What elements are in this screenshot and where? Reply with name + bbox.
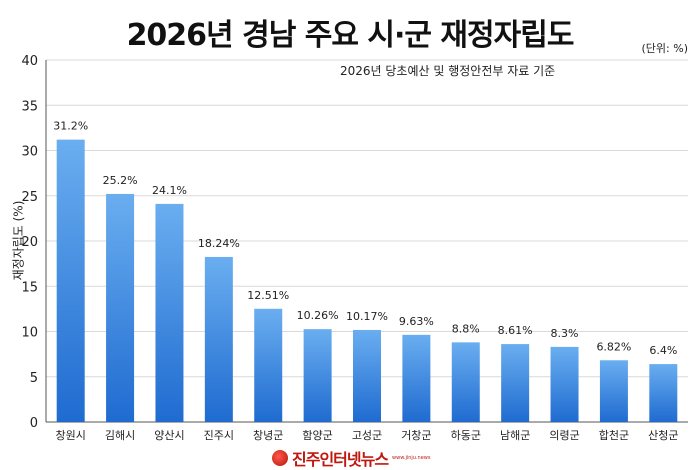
- y-tick-label: 15: [21, 280, 38, 295]
- logo-globe-icon: [272, 450, 288, 466]
- x-tick-label: 양산시: [154, 429, 184, 442]
- grid-lines: [46, 59, 688, 378]
- x-tick-label: 창녕군: [253, 429, 283, 442]
- y-tick-label: 40: [21, 54, 38, 69]
- bar: [599, 360, 628, 422]
- logo-text: 진주인터넷뉴스: [292, 450, 389, 469]
- x-tick-label: 함양군: [302, 429, 332, 442]
- data-label: 6.4%: [649, 344, 677, 357]
- data-label: 8.3%: [551, 327, 579, 340]
- data-label: 10.17%: [346, 310, 388, 323]
- publisher-logo: 진주인터넷뉴스 www.jinju.news: [272, 448, 442, 469]
- bar: [106, 193, 135, 422]
- chart-subtitle: 2026년 당초예산 및 행정안전부 자료 기준: [340, 64, 556, 78]
- data-label: 31.2%: [53, 120, 88, 133]
- x-tick-label: 진주시: [204, 429, 234, 442]
- bar: [402, 334, 431, 422]
- bar: [550, 346, 579, 422]
- x-tick-label: 남해군: [500, 428, 530, 442]
- bar: [501, 344, 530, 422]
- bars: [56, 139, 678, 422]
- x-tick-label: 의령군: [549, 429, 579, 442]
- bar: [155, 203, 184, 422]
- data-labels: 31.2% 25.2% 24.1% 18.24% 12.51% 10.26% 10.17% 9…: [53, 120, 677, 357]
- y-tick-label: 25: [21, 190, 38, 205]
- logo-url: www.jinju.news: [392, 455, 431, 461]
- y-tick-label: 0: [30, 416, 38, 431]
- data-label: 24.1%: [152, 184, 187, 197]
- bar: [649, 364, 678, 422]
- unit-label: (단위: %): [641, 42, 688, 55]
- x-tick-label: 고성군: [352, 429, 382, 442]
- data-label: 25.2%: [103, 174, 138, 187]
- y-tick-label: 10: [21, 326, 38, 341]
- x-tick-label: 하동군: [451, 428, 481, 442]
- data-label: 9.63%: [399, 315, 434, 328]
- bar: [204, 256, 233, 422]
- axes: 0 5 10 15 20 25 30 35 40 창원시 김해시 양산시 진주시 창녕군 함양군 고성군 거창군…: [21, 54, 688, 442]
- y-tick-label: 35: [21, 99, 38, 114]
- bar: [353, 329, 381, 422]
- bar: [254, 308, 283, 422]
- x-tick-label: 김해시: [105, 428, 135, 442]
- bar: [303, 329, 332, 422]
- data-label: 6.82%: [596, 340, 631, 353]
- data-label: 12.51%: [247, 289, 289, 302]
- bar: [451, 342, 480, 422]
- data-label: 8.8%: [452, 322, 480, 335]
- x-tick-label: 거창군: [401, 429, 431, 442]
- y-tick-label: 20: [21, 235, 38, 250]
- y-tick-label: 5: [30, 371, 38, 386]
- y-tick-label: 30: [21, 145, 38, 160]
- bar: [56, 139, 85, 422]
- data-label: 10.26%: [297, 309, 339, 322]
- data-label: 18.24%: [198, 237, 240, 250]
- x-tick-label: 합천군: [599, 428, 629, 442]
- x-tick-label: 창원시: [56, 429, 86, 442]
- data-label: 8.61%: [498, 324, 533, 337]
- x-tick-label: 산청군: [648, 429, 678, 442]
- chart-title: 2026년 경남 주요 시·군 재정자립도: [126, 18, 575, 53]
